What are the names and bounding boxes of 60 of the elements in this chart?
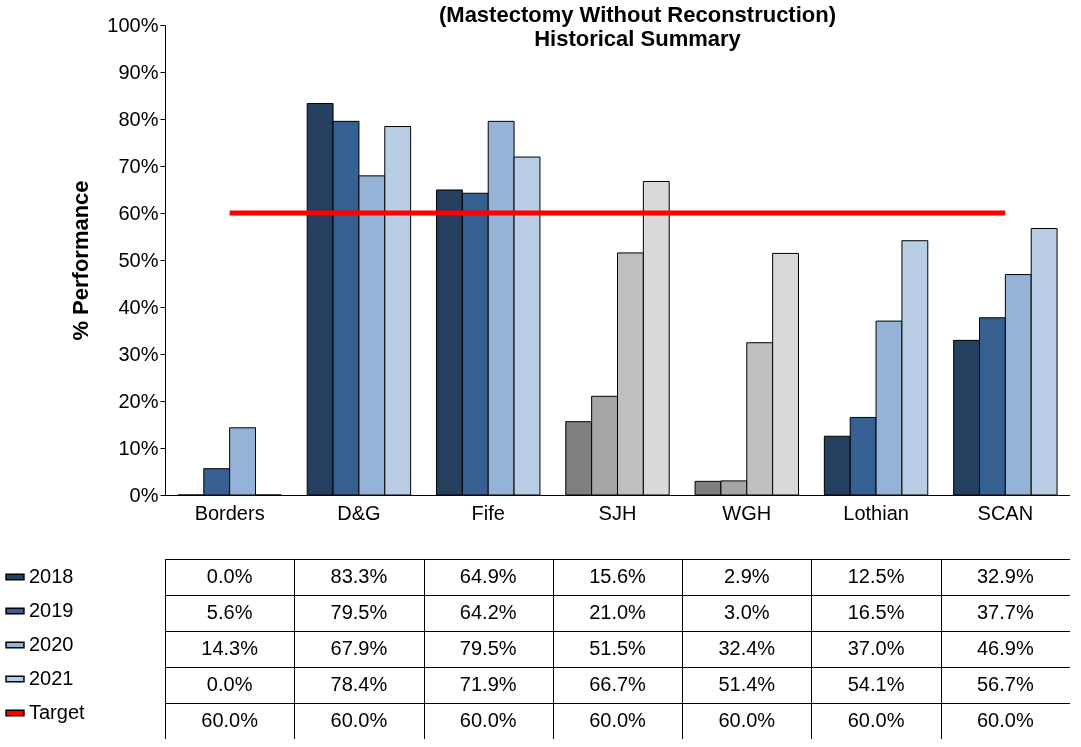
data-label: 78.4% [330,673,388,695]
y-tick-label: 20% [118,389,159,412]
x-tick-label: Borders [194,501,265,524]
data-label: 37.0% [847,637,905,659]
data-label: 64.2% [459,601,517,623]
x-tick-label: WGH [722,501,772,524]
y-tick-label: 90% [118,60,159,83]
legend-label: Target [29,701,86,723]
chart-title: (Mastectomy Without Reconstruction) Historical Summary [438,2,837,51]
data-label: 15.6% [589,565,647,587]
y-tick-label: 70% [118,154,159,177]
data-label: 60.0% [459,709,517,731]
data-label: 60.0% [718,709,776,731]
data-label: 46.9% [977,637,1034,659]
data-label: 54.1% [847,673,905,695]
data-label: 79.5% [330,601,388,623]
data-label: 60.0% [201,709,259,731]
data-label: 12.5% [847,565,905,587]
data-label: 66.7% [589,673,647,695]
legend-label: 2020 [29,633,74,655]
data-label: 0.0% [206,673,253,695]
data-label: 60.0% [847,709,905,731]
data-label: 56.7% [977,673,1034,695]
data-label: 14.3% [201,637,259,659]
data-label: 32.4% [718,637,776,659]
data-label: 16.5% [847,601,905,623]
data-label: 51.4% [718,673,776,695]
legend-label: 2019 [29,599,74,621]
x-tick-label: D&G [337,501,381,524]
data-label: 67.9% [330,637,388,659]
x-tick-label: SJH [598,501,637,524]
data-label: 60.0% [977,709,1034,731]
legend-label: 2018 [29,565,74,587]
y-axis-title: % Performance [68,180,94,341]
y-tick-label: 80% [118,107,159,130]
data-label: 32.9% [977,565,1034,587]
data-label: 64.9% [459,565,517,587]
data-label: 71.9% [459,673,517,695]
legend-label: 2021 [29,667,74,689]
data-label: 5.6% [206,601,253,623]
data-label: 37.7% [977,601,1034,623]
data-label: 0.0% [206,565,253,587]
data-label: 21.0% [589,601,647,623]
x-tick-label: Lothian [843,501,909,524]
y-tick-label: 60% [118,201,159,224]
data-label: 2.9% [723,565,770,587]
y-tick-label: 100% [107,13,159,36]
y-tick-label: 10% [118,436,159,459]
data-label: 83.3% [330,565,388,587]
x-tick-label: SCAN [977,501,1034,524]
x-tick-label: Fife [471,501,505,524]
y-tick-label: 50% [118,248,159,271]
data-label: 60.0% [330,709,388,731]
data-label: 79.5% [459,637,517,659]
data-label: 51.5% [589,637,647,659]
y-tick-label: 0% [129,483,159,506]
y-tick-label: 40% [118,295,159,318]
y-tick-label: 30% [118,342,159,365]
data-label: 3.0% [723,601,770,623]
data-label: 60.0% [589,709,647,731]
